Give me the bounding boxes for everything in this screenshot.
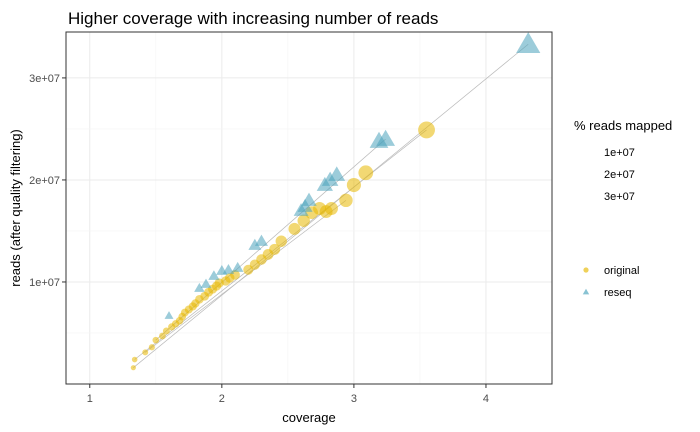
legend-size-label: 1e+07 [604, 147, 635, 159]
x-axis-title: coverage [282, 410, 335, 425]
point-reseq [301, 192, 317, 206]
point-original [148, 344, 155, 351]
legend: % reads mapped 1e+07 2e+07 3e+07 original r… [574, 118, 672, 299]
point-original [297, 214, 310, 227]
point-original [269, 243, 281, 255]
point-reseq [328, 166, 346, 181]
point-reseq [222, 263, 235, 274]
point-original [418, 121, 435, 139]
point-reseq [516, 32, 541, 53]
plot-area [65, 31, 553, 385]
point-reseq [248, 238, 262, 250]
point-reseq [194, 282, 205, 292]
legend-key-original [583, 267, 589, 273]
point-original [288, 222, 301, 235]
legend-title: % reads mapped [574, 118, 672, 133]
point-original [159, 332, 166, 340]
legend-key-reseq [582, 288, 590, 295]
plot-border [65, 31, 553, 385]
x-tick-label: 3 [351, 393, 357, 405]
point-original [346, 177, 361, 193]
x-tick-label: 1 [87, 393, 93, 405]
point-original [152, 336, 160, 344]
trend-line [145, 200, 347, 353]
point-original [339, 193, 353, 208]
y-tick-label: 2e+07 [29, 175, 60, 187]
point-original [142, 349, 149, 356]
grid [66, 32, 552, 384]
legend-series-items: original reseq [582, 265, 639, 299]
x-tick-label: 2 [219, 393, 225, 405]
legend-size-label: 3e+07 [604, 191, 635, 203]
point-reseq [231, 261, 244, 272]
legend-label-original: original [604, 265, 639, 277]
point-reseq [164, 311, 174, 319]
y-axis-title: reads (after quality filtering) [8, 129, 23, 287]
legend-size-label: 2e+07 [604, 169, 635, 181]
point-original [130, 365, 136, 371]
legend-size-items: 1e+07 2e+07 3e+07 [604, 147, 635, 203]
point-reseq [254, 234, 269, 246]
chart-title: Higher coverage with increasing number o… [68, 9, 438, 28]
legend-item-original: original [583, 265, 639, 277]
legend-item-reseq: reseq [582, 287, 632, 299]
axes: 1 2 3 4 1e+07 2e+07 3e+07 [29, 73, 489, 405]
point-original [358, 165, 374, 181]
data-points [130, 32, 541, 371]
point-reseq [376, 129, 396, 146]
point-original [131, 356, 138, 363]
y-tick-label: 1e+07 [29, 277, 60, 289]
point-reseq [208, 270, 220, 280]
legend-label-reseq: reseq [604, 287, 632, 299]
y-tick-label: 3e+07 [29, 73, 60, 85]
point-original [162, 327, 170, 335]
point-original [324, 202, 338, 216]
point-original [275, 235, 287, 247]
point-reseq [200, 278, 212, 288]
x-tick-label: 4 [483, 393, 489, 405]
